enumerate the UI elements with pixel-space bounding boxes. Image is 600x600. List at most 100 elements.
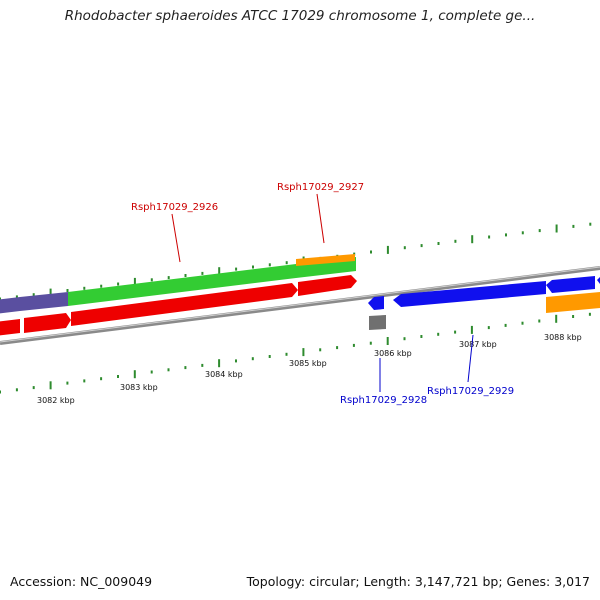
gene-rsph17029-2926[interactable] [68,264,296,306]
inner-minor-tick [538,319,541,323]
outer-minor-tick [589,222,592,226]
inner-minor-tick [235,359,237,363]
inner-minor-tick [285,352,288,356]
rna-rsph17029-2927[interactable] [296,254,355,266]
inner-minor-tick [403,337,406,341]
cds-red-2[interactable] [24,313,71,333]
feature-gray[interactable] [369,315,386,330]
inner-minor-tick [454,330,457,334]
cds-red-3[interactable] [71,283,298,326]
inner-minor-tick [319,348,322,352]
inner-minor-tick [487,326,490,330]
inner-major-tick [302,348,305,357]
outer-minor-tick [420,244,423,248]
inner-minor-tick [504,323,507,327]
scale-label-3086: 3086 kbp [374,349,412,358]
inner-tick-ring [0,312,591,394]
outer-minor-tick [32,293,35,297]
outer-major-tick [133,277,136,286]
feature-track [0,254,600,336]
cds-rsph17029-2929[interactable] [393,281,546,307]
cds-rsph17029-2928[interactable] [368,296,384,310]
gene-label-rsph17029-2928[interactable]: Rsph17029_2928 [340,395,427,406]
inner-minor-tick [521,321,524,325]
inner-minor-tick [167,368,170,372]
gene-label-rsph17029-2927[interactable]: Rsph17029_2927 [277,182,364,193]
outer-minor-tick [83,286,86,290]
feature-purple-1[interactable] [0,297,20,314]
outer-minor-tick [150,278,153,282]
outer-minor-tick [268,263,271,267]
outer-minor-tick [454,239,457,243]
inner-minor-tick [117,375,119,378]
inner-major-tick [49,381,52,390]
outer-minor-tick [0,297,1,301]
map-title: Rhodobacter sphaeroides ATCC 17029 chrom… [64,8,536,24]
outer-minor-tick [521,231,524,235]
inner-major-tick [218,359,221,368]
rna-orange-right[interactable] [546,292,600,313]
outer-minor-tick [117,282,120,286]
scale-label-3082: 3082 kbp [37,396,75,405]
outer-minor-tick [66,289,69,292]
outer-major-tick [218,267,221,276]
outer-minor-tick [184,274,187,277]
scale-label-3083: 3083 kbp [120,383,158,392]
outer-minor-tick [201,271,204,275]
inner-minor-tick [336,346,339,350]
outer-tick-ring [0,222,592,301]
genome-backbone [0,266,600,345]
inner-minor-tick [352,343,355,347]
outer-minor-tick [15,295,18,299]
inner-minor-tick [0,390,1,394]
inner-major-tick [470,325,473,334]
inner-minor-tick [437,332,440,336]
scale-label-3088: 3088 kbp [544,333,582,342]
inner-minor-tick [184,366,187,370]
gene-label-rsph17029-2926[interactable]: Rsph17029_2926 [131,202,218,213]
outer-minor-tick [370,250,372,254]
outer-minor-tick [437,242,440,245]
outer-minor-tick [100,284,103,288]
inner-minor-tick [150,370,153,374]
outer-major-tick [386,245,389,254]
cds-red-1[interactable] [0,319,20,336]
outer-minor-tick [167,276,170,280]
outer-minor-tick [285,261,288,265]
accession-text: Accession: NC_009049 [10,574,153,589]
inner-minor-tick [588,312,591,316]
inner-minor-tick [420,335,423,338]
inner-minor-tick [201,363,204,367]
outer-minor-tick [235,267,238,271]
inner-minor-tick [251,357,254,361]
inner-minor-tick [572,315,575,318]
leader-rsph17029-2927 [316,193,325,244]
inner-minor-tick [15,388,18,392]
leader-rsph17029-2929 [467,334,474,383]
outer-minor-tick [538,229,541,233]
inner-minor-tick [83,379,86,383]
outer-minor-tick [403,246,406,250]
gene-label-rsph17029-2929[interactable]: Rsph17029_2929 [427,386,514,397]
inner-major-tick [386,337,389,345]
inner-major-tick [133,370,136,379]
cds-blue-edge[interactable] [597,274,600,288]
scale-label-3087: 3087 kbp [459,340,497,349]
inner-minor-tick [268,355,271,358]
inner-minor-tick [66,381,69,385]
cds-blue-right[interactable] [546,276,595,293]
inner-major-tick [555,314,558,323]
outer-minor-tick [252,265,254,269]
outer-minor-tick [572,224,575,228]
scale-label-3084: 3084 kbp [205,370,243,379]
inner-minor-tick [32,386,35,390]
inner-minor-tick [369,341,372,345]
inner-minor-tick [100,377,103,381]
leader-rsph17029-2926 [171,213,181,263]
cds-red-4[interactable] [298,275,357,296]
scale-label-3085: 3085 kbp [289,359,327,368]
feature-purple-2[interactable] [20,292,68,311]
genome-summary-text: Topology: circular; Length: 3,147,721 bp… [246,574,590,589]
outer-minor-tick [505,233,507,237]
